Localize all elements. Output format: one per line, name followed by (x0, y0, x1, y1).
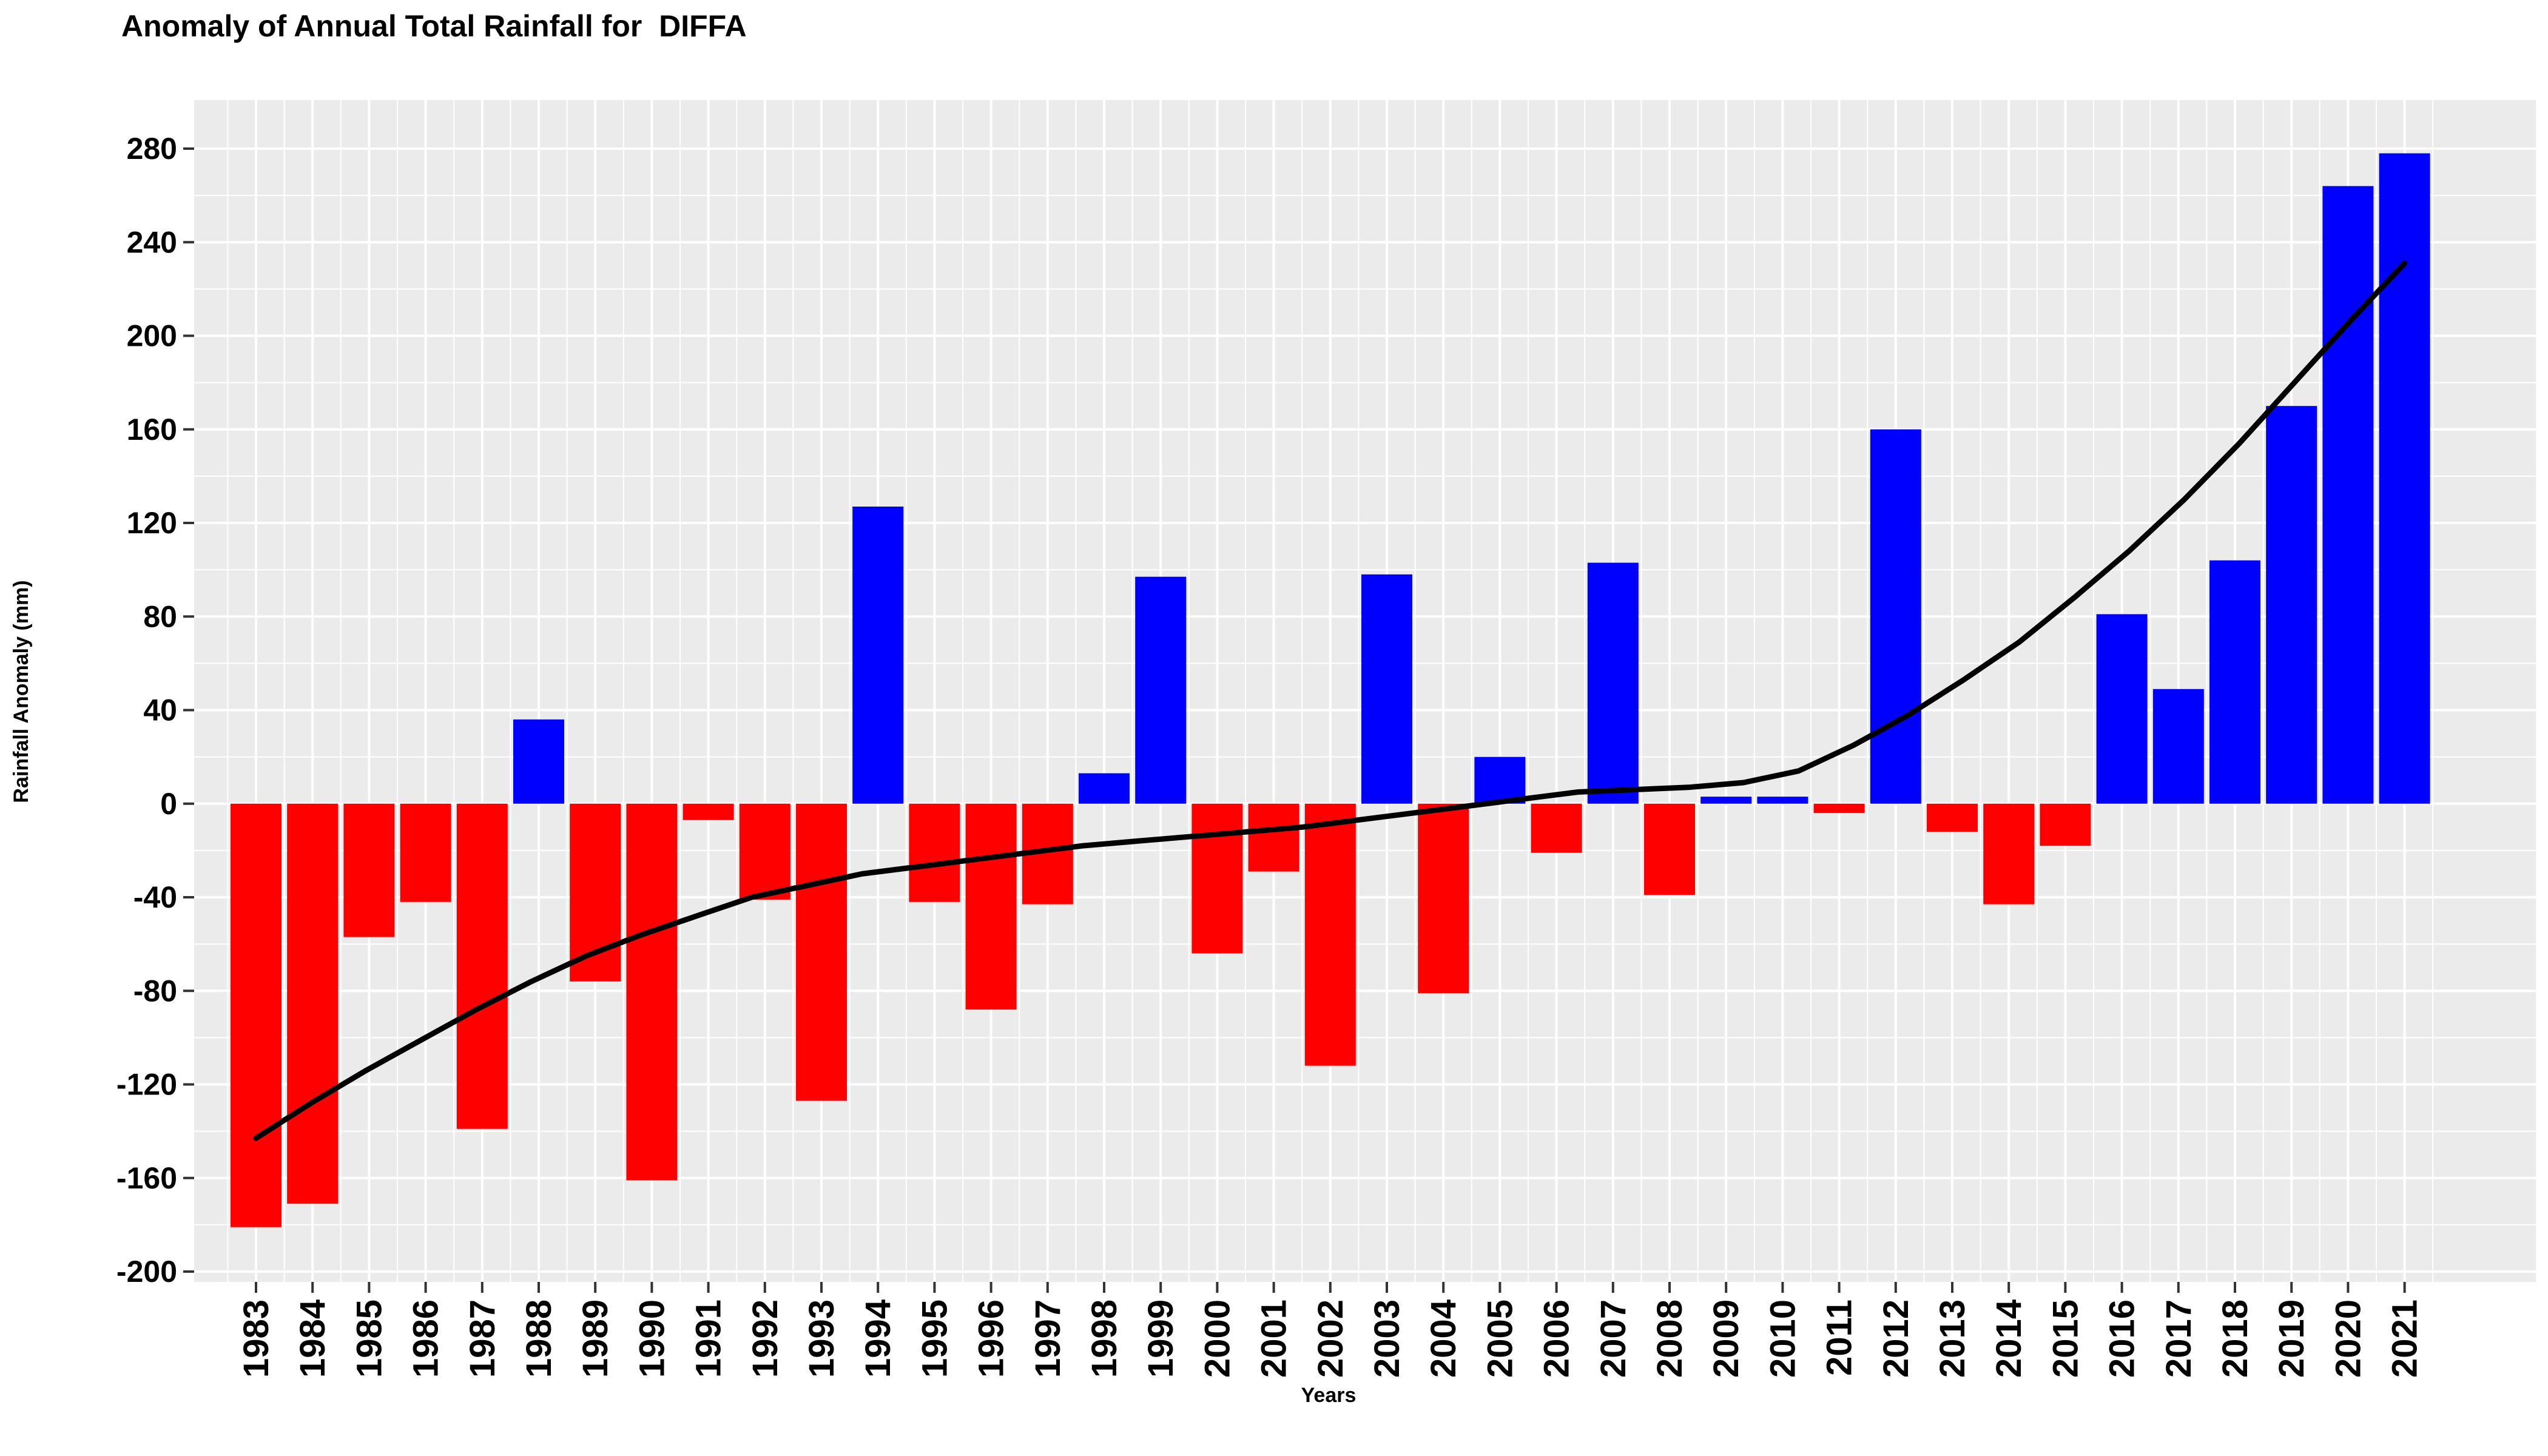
y-tick-label: -80 (133, 974, 177, 1008)
x-tick-label: 1994 (858, 1299, 898, 1378)
bar-2011 (1813, 803, 1865, 814)
bar-2003 (1361, 574, 1412, 804)
x-tick-label: 1990 (632, 1299, 672, 1378)
y-tick-label: 0 (160, 787, 177, 821)
y-axis: -200 -160 -120 -80 -40 0 40 80 120 160 200 240 280 (116, 132, 194, 1289)
y-tick-label: 80 (143, 599, 177, 633)
bar-2021 (2379, 153, 2430, 804)
x-tick-label: 1986 (406, 1299, 446, 1378)
bar-1986 (400, 803, 451, 902)
x-tick-label: 2004 (1424, 1299, 1463, 1378)
x-tick-label: 2007 (1594, 1299, 1633, 1378)
x-tick-label: 2008 (1650, 1299, 1690, 1378)
x-tick-label: 2010 (1763, 1299, 1802, 1378)
bar-2018 (2209, 560, 2260, 804)
bar-1985 (343, 803, 395, 937)
x-tick-label: 1992 (746, 1299, 785, 1378)
y-tick-label: 240 (127, 225, 177, 259)
x-tick-label: 2001 (1255, 1299, 1294, 1378)
bar-1984 (287, 803, 339, 1204)
y-tick-label: 40 (143, 693, 177, 727)
x-tick-label: 2005 (1480, 1299, 1520, 1378)
x-tick-label: 2020 (2328, 1299, 2368, 1378)
bar-2013 (1927, 803, 1978, 832)
x-tick-label: 1991 (689, 1299, 729, 1378)
bar-2019 (2266, 406, 2317, 804)
bar-2015 (2040, 803, 2091, 846)
x-tick-label: 1988 (519, 1299, 559, 1378)
x-tick-label: 1987 (463, 1299, 502, 1378)
bar-1992 (739, 803, 790, 900)
x-tick-label: 2006 (1537, 1299, 1577, 1378)
x-tick-label: 2021 (2385, 1299, 2425, 1378)
x-tick-label: 2016 (2103, 1299, 2142, 1378)
bar-2008 (1644, 803, 1695, 895)
y-tick-label: 120 (127, 506, 177, 540)
x-axis: 1983 1984 1985 1986 1987 1988 1989 1990 1991 1992… (237, 1282, 2425, 1378)
bar-2016 (2096, 614, 2148, 804)
x-tick-label: 1985 (349, 1299, 389, 1378)
x-tick-label: 2003 (1367, 1299, 1407, 1378)
x-tick-label: 1998 (1085, 1299, 1124, 1378)
y-tick-label: -40 (133, 880, 177, 914)
x-tick-label: 1996 (972, 1299, 1011, 1378)
bar-1990 (626, 803, 678, 1181)
x-tick-label: 1999 (1141, 1299, 1181, 1378)
bar-2004 (1418, 803, 1469, 994)
x-tick-label: 2017 (2159, 1299, 2199, 1378)
bar-2007 (1587, 562, 1639, 804)
bar-1983 (231, 803, 281, 1227)
bar-2010 (1757, 797, 1808, 804)
bar-1996 (965, 803, 1017, 1010)
bar-1998 (1079, 773, 1130, 804)
x-tick-label: 2013 (1933, 1299, 1972, 1378)
chart-title: Anomaly of Annual Total Rainfall for DIF… (121, 9, 747, 43)
bar-1987 (456, 803, 508, 1129)
bar-1999 (1135, 576, 1187, 804)
x-axis-label: Years (1301, 1384, 1357, 1407)
bar-1994 (852, 507, 904, 804)
x-tick-label: 2011 (1820, 1299, 1859, 1376)
bar-1991 (682, 803, 734, 820)
y-axis-label: Rainfall Anomaly (mm) (10, 580, 33, 803)
bar-2014 (1983, 803, 2035, 905)
bar-2000 (1191, 803, 1243, 954)
bar-2012 (1870, 429, 1921, 804)
x-tick-label: 1993 (802, 1299, 841, 1378)
bar-2002 (1304, 803, 1356, 1066)
bar-1995 (909, 803, 960, 902)
bar-2020 (2322, 186, 2374, 804)
x-tick-label: 1983 (237, 1299, 276, 1378)
y-tick-label: -200 (116, 1255, 177, 1289)
x-tick-label: 1984 (293, 1299, 332, 1378)
x-tick-label: 2018 (2216, 1299, 2255, 1378)
x-tick-label: 2002 (1311, 1299, 1350, 1378)
x-tick-label: 1997 (1028, 1299, 1068, 1378)
x-tick-label: 1989 (576, 1299, 615, 1378)
bar-1988 (513, 719, 564, 804)
bars-group (231, 153, 2430, 1227)
bar-2005 (1474, 757, 1526, 804)
y-tick-label: 200 (127, 319, 177, 353)
x-tick-label: 2000 (1198, 1299, 1237, 1378)
y-tick-label: 280 (127, 132, 177, 166)
bar-2017 (2152, 689, 2204, 804)
x-tick-label: 2012 (1876, 1299, 1916, 1378)
bar-2001 (1248, 803, 1299, 872)
y-tick-label: -160 (116, 1161, 177, 1195)
x-tick-label: 2019 (2272, 1299, 2311, 1378)
x-tick-label: 2014 (1989, 1299, 2029, 1378)
x-tick-label: 2009 (1707, 1299, 1746, 1378)
bar-1993 (796, 803, 847, 1101)
trend-line (253, 260, 2408, 1141)
x-tick-label: 2015 (2046, 1299, 2085, 1378)
x-tick-label: 1995 (915, 1299, 954, 1378)
y-tick-label: 160 (127, 413, 177, 447)
y-tick-label: -120 (116, 1068, 177, 1102)
bar-2006 (1531, 803, 1582, 853)
bar-2009 (1700, 797, 1752, 804)
